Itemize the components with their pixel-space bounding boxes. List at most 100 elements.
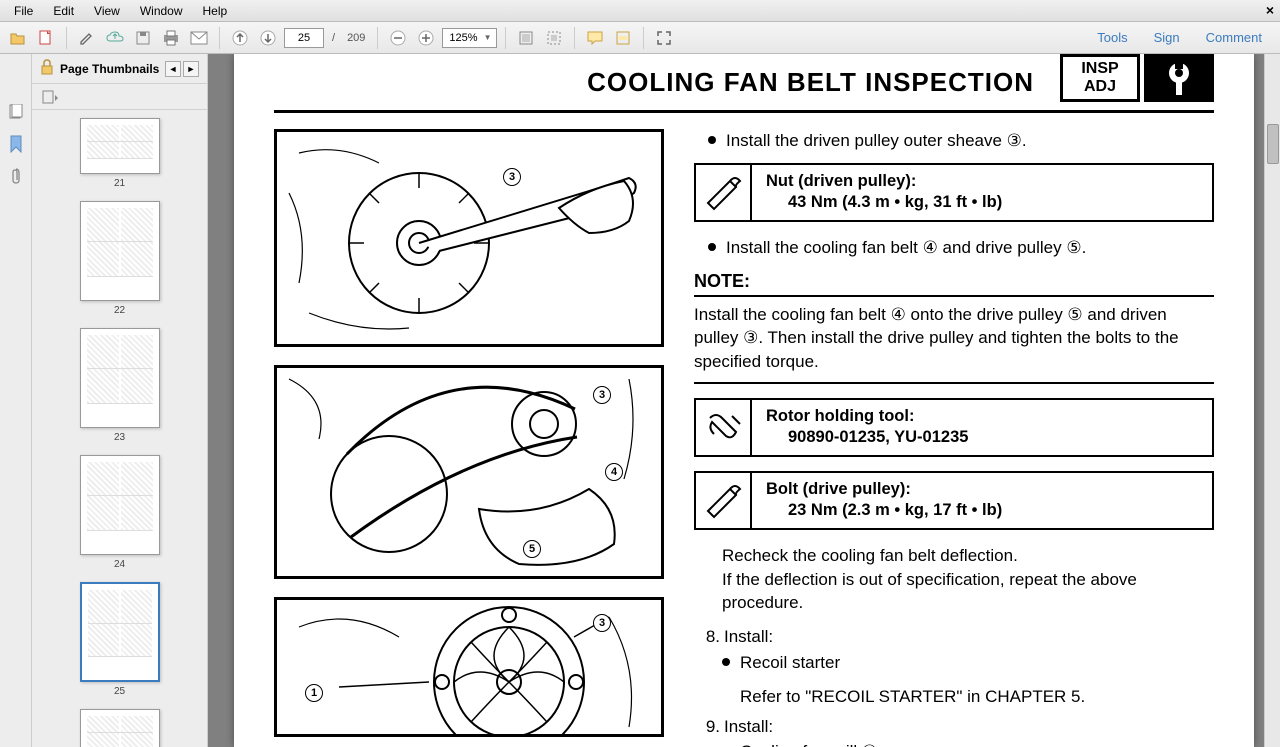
lock-icon — [40, 59, 54, 78]
torque-label: Bolt (drive pulley): — [766, 479, 1002, 500]
zoom-out-icon[interactable] — [386, 26, 410, 50]
highlight-icon[interactable] — [611, 26, 635, 50]
torque-icon — [696, 165, 752, 220]
toolbar: / 209 125% ▼ Tools Sign Comment — [0, 22, 1280, 54]
page-header: COOLING FAN BELT INSPECTION INSP ADJ — [274, 58, 1214, 113]
tools-link[interactable]: Tools — [1085, 26, 1139, 49]
step-label: Install: — [724, 715, 773, 739]
edit-icon[interactable] — [75, 26, 99, 50]
thumbnail-label: 24 — [114, 559, 125, 570]
thumbnails-list[interactable]: 21 22 23 24 25 — [32, 110, 207, 747]
step-9: 9.Install: — [694, 715, 1214, 739]
comment-link[interactable]: Comment — [1194, 26, 1274, 49]
figure-2: 3 4 5 — [274, 365, 664, 579]
menu-edit[interactable]: Edit — [43, 2, 84, 20]
zoom-value: 125% — [449, 32, 477, 44]
bullet-item: Install the driven pulley outer sheave ③… — [694, 129, 1214, 153]
recheck-text: If the deflection is out of specificatio… — [722, 568, 1214, 616]
thumbnail-item[interactable]: 25 — [32, 582, 207, 697]
tool-value: 90890-01235, YU-01235 — [766, 427, 968, 448]
torque-value: 43 Nm (4.3 m • kg, 31 ft • lb) — [766, 192, 1002, 213]
zoom-in-icon[interactable] — [414, 26, 438, 50]
sidebar-prev-icon[interactable]: ◄ — [165, 61, 181, 77]
print-icon[interactable] — [159, 26, 183, 50]
thumbnail-page[interactable] — [80, 582, 160, 682]
chevron-down-icon: ▼ — [484, 33, 492, 42]
page-total: 209 — [347, 32, 365, 44]
torque-spec-box: Bolt (drive pulley):23 Nm (2.3 m • kg, 1… — [694, 471, 1214, 530]
sidebar-next-icon[interactable]: ► — [183, 61, 199, 77]
thumbnail-item[interactable] — [32, 709, 207, 747]
menu-view[interactable]: View — [84, 2, 130, 20]
bullet-text: Recoil starter — [740, 651, 840, 675]
section-badge: INSP ADJ — [1060, 54, 1140, 102]
open-icon[interactable] — [6, 26, 30, 50]
thumbnail-page[interactable] — [80, 709, 160, 747]
step-num: 8. — [694, 625, 720, 649]
menu-help[interactable]: Help — [193, 2, 238, 20]
thumbnail-label: 23 — [114, 432, 125, 443]
thumbnail-page[interactable] — [80, 455, 160, 555]
thumbnail-label: 21 — [114, 178, 125, 189]
thumbnail-item[interactable]: 24 — [32, 455, 207, 570]
fit-width-icon[interactable] — [514, 26, 538, 50]
thumbnail-page[interactable] — [80, 118, 160, 174]
step-label: Install: — [724, 625, 773, 649]
page-separator: / — [332, 32, 335, 44]
note-body: Install the cooling fan belt ④ onto the … — [694, 303, 1214, 374]
thumbnail-label: 25 — [114, 686, 125, 697]
thumbnail-label: 22 — [114, 305, 125, 316]
page-up-icon[interactable] — [228, 26, 252, 50]
attachment-rail-icon[interactable] — [6, 166, 26, 186]
bullet-text: Install the cooling fan belt ④ and drive… — [726, 236, 1086, 260]
thumbnails-rail-icon[interactable] — [6, 102, 26, 122]
fit-page-icon[interactable] — [542, 26, 566, 50]
thumbnail-page[interactable] — [80, 201, 160, 301]
figure-1: 3 — [274, 129, 664, 347]
page-body: 3 3 4 5 — [274, 129, 1214, 747]
torque-value: 23 Nm (2.3 m • kg, 17 ft • lb) — [766, 500, 1002, 521]
sidebar-title: Page Thumbnails — [60, 62, 165, 76]
note-heading: NOTE: — [694, 269, 758, 296]
page-number-input[interactable] — [284, 28, 324, 48]
torque-spec-box: Nut (driven pulley):43 Nm (4.3 m • kg, 3… — [694, 163, 1214, 222]
text-column: Install the driven pulley outer sheave ③… — [694, 129, 1214, 747]
document-viewport[interactable]: COOLING FAN BELT INSPECTION INSP ADJ — [208, 54, 1280, 747]
menu-window[interactable]: Window — [130, 2, 193, 20]
bullet-item: Recoil starter — [708, 651, 1214, 675]
scrollbar-thumb[interactable] — [1267, 124, 1279, 164]
zoom-select[interactable]: 125% ▼ — [442, 28, 496, 48]
email-icon[interactable] — [187, 26, 211, 50]
figures-column: 3 3 4 5 — [274, 129, 664, 747]
torque-icon — [696, 473, 752, 528]
close-button[interactable]: × — [1266, 2, 1274, 18]
badge-line1: INSP — [1081, 60, 1118, 78]
fullscreen-icon[interactable] — [652, 26, 676, 50]
create-pdf-icon[interactable] — [34, 26, 58, 50]
sidebar-tools — [32, 84, 207, 110]
tool-label: Rotor holding tool: — [766, 406, 968, 427]
thumbnail-item[interactable]: 23 — [32, 328, 207, 443]
left-rail — [0, 54, 32, 747]
badge-line2: ADJ — [1084, 78, 1116, 96]
tool-spec-box: Rotor holding tool:90890-01235, YU-01235 — [694, 398, 1214, 457]
sign-link[interactable]: Sign — [1142, 26, 1192, 49]
bullet-text: Install the driven pulley outer sheave ③… — [726, 129, 1027, 153]
bookmark-rail-icon[interactable] — [6, 134, 26, 154]
figure-3: 1 3 — [274, 597, 664, 737]
menubar: File Edit View Window Help × — [0, 0, 1280, 22]
vertical-scrollbar[interactable] — [1264, 54, 1280, 747]
save-icon[interactable] — [131, 26, 155, 50]
thumbnail-page[interactable] — [80, 328, 160, 428]
step-ref: Refer to "RECOIL STARTER" in CHAPTER 5. — [740, 685, 1214, 709]
comment-bubble-icon[interactable] — [583, 26, 607, 50]
torque-label: Nut (driven pulley): — [766, 171, 1002, 192]
cloud-icon[interactable] — [103, 26, 127, 50]
thumbnail-item[interactable]: 21 — [32, 118, 207, 189]
menu-file[interactable]: File — [4, 2, 43, 20]
bullet-item: Cooling fan grill ① — [708, 740, 1214, 747]
bullet-item: Install the cooling fan belt ④ and drive… — [694, 236, 1214, 260]
page-down-icon[interactable] — [256, 26, 280, 50]
sidebar-options-icon[interactable] — [40, 87, 60, 107]
thumbnail-item[interactable]: 22 — [32, 201, 207, 316]
